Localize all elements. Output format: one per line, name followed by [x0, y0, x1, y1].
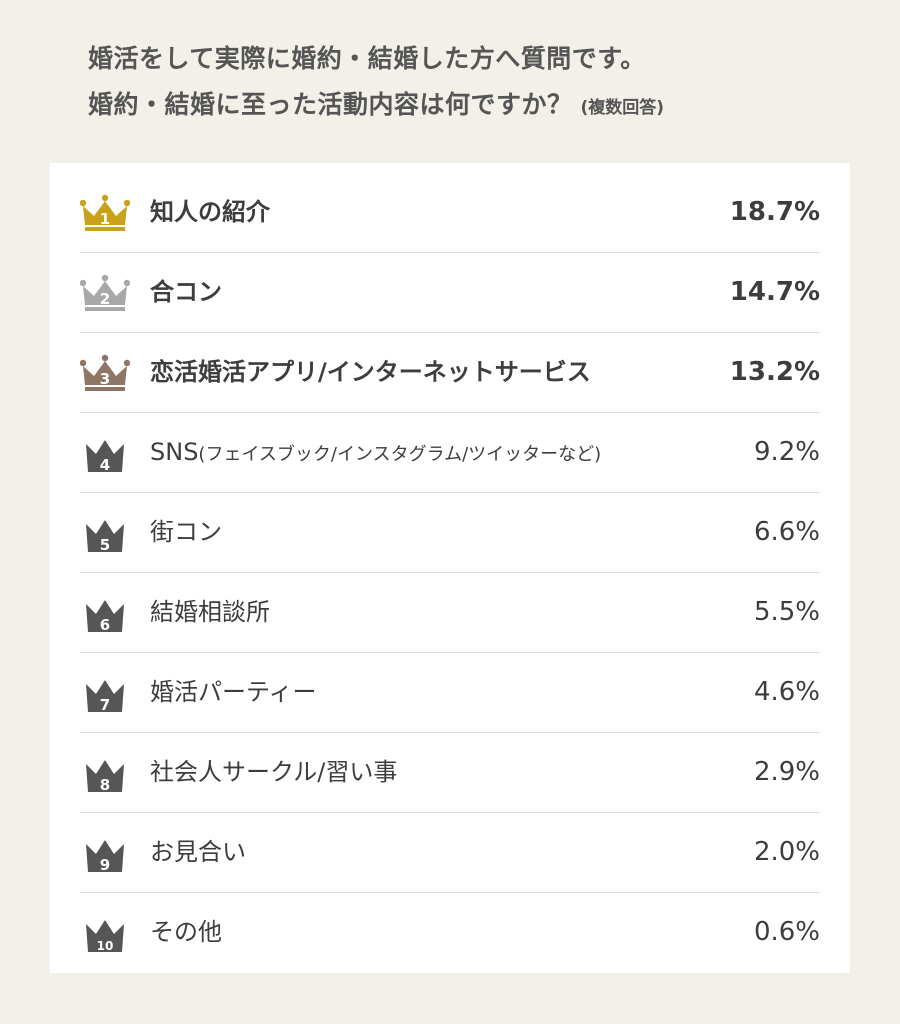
crown-icon: 10	[86, 920, 124, 953]
ranking-row: 8 社会人サークル/習い事 2.9%	[80, 733, 820, 813]
crown-icon: 9	[86, 840, 124, 874]
item-label-text: 街コン	[150, 518, 222, 546]
item-label-text: 知人の紹介	[150, 198, 270, 226]
item-label-text: 合コン	[150, 278, 222, 306]
item-value: 9.2%	[753, 437, 820, 467]
item-value: 0.6%	[753, 917, 820, 947]
title-line-2: 婚約・結婚に至った活動内容は何ですか？ (複数回答)	[88, 82, 868, 131]
rank-number: 3	[100, 370, 110, 388]
item-label-text: 恋活婚活アプリ/インターネットサービス	[150, 358, 591, 386]
ranking-card: 1 知人の紹介 18.7% 2 合コン 14.7% 3 恋活婚活アプリ/インターネットサービス…	[50, 163, 850, 973]
rank-number: 7	[100, 696, 110, 714]
item-label-text: お見合い	[150, 838, 246, 866]
rank-number: 2	[100, 290, 110, 308]
item-label: 街コン	[150, 493, 222, 572]
item-label-text: SNS	[150, 438, 199, 466]
crown-icon: 8	[86, 760, 124, 794]
ranking-row: 5 街コン 6.6%	[80, 493, 820, 573]
item-value: 13.2%	[729, 357, 820, 387]
item-label: 結婚相談所	[150, 573, 270, 652]
title-note: (複数回答)	[580, 98, 665, 118]
ranking-row: 6 結婚相談所 5.5%	[80, 573, 820, 653]
item-value: 2.9%	[753, 757, 820, 787]
ranking-row: 10 その他 0.6%	[80, 893, 820, 973]
ranking-row: 3 恋活婚活アプリ/インターネットサービス 13.2%	[80, 333, 820, 413]
ranking-list: 1 知人の紹介 18.7% 2 合コン 14.7% 3 恋活婚活アプリ/インターネットサービス…	[80, 173, 820, 973]
item-label-text: その他	[150, 918, 222, 946]
crown-icon: 6	[86, 600, 124, 634]
item-label: 合コン	[150, 253, 222, 332]
rank-number: 6	[100, 616, 110, 634]
rank-number: 10	[97, 939, 114, 953]
ranking-row: 7 婚活パーティー 4.6%	[80, 653, 820, 733]
ranking-row: 2 合コン 14.7%	[80, 253, 820, 333]
item-value: 2.0%	[753, 837, 820, 867]
crown-icon: 3	[80, 354, 130, 391]
item-label-text: 婚活パーティー	[150, 678, 317, 706]
rank-number: 8	[100, 776, 110, 794]
item-value: 5.5%	[753, 597, 820, 627]
item-value: 14.7%	[729, 277, 820, 307]
ranking-row: 9 お見合い 2.0%	[80, 813, 820, 893]
item-label: その他	[150, 893, 222, 972]
item-value: 6.6%	[753, 517, 820, 547]
chart-title: 婚活をして実際に婚約・結婚した方へ質問です。 婚約・結婚に至った活動内容は何です…	[88, 36, 868, 131]
item-label: 婚活パーティー	[150, 653, 317, 732]
item-label-text: 社会人サークル/習い事	[150, 758, 398, 786]
crown-icon: 5	[86, 520, 124, 554]
item-label-text: 結婚相談所	[150, 598, 270, 626]
ranking-row: 4 SNS(フェイスブック/インスタグラム/ツイッターなど) 9.2%	[80, 413, 820, 493]
item-label: 社会人サークル/習い事	[150, 733, 397, 812]
rank-number: 9	[100, 856, 110, 874]
item-label: 知人の紹介	[150, 173, 270, 252]
item-value: 18.7%	[729, 197, 820, 227]
rank-number: 4	[100, 456, 110, 474]
crown-icon: 1	[80, 194, 130, 231]
title-question: 婚約・結婚に至った活動内容は何ですか？	[88, 90, 573, 119]
rank-number: 1	[100, 210, 110, 228]
item-value: 4.6%	[753, 677, 820, 707]
crown-icon: 7	[86, 680, 124, 714]
crown-icon: 4	[86, 440, 124, 474]
item-label: SNS(フェイスブック/インスタグラム/ツイッターなど)	[150, 413, 601, 492]
item-label: お見合い	[150, 813, 246, 892]
crown-icon: 2	[80, 274, 130, 311]
item-label-sub: (フェイスブック/インスタグラム/ツイッターなど)	[198, 444, 602, 465]
title-line-1: 婚活をして実際に婚約・結婚した方へ質問です。	[88, 44, 646, 73]
ranking-row: 1 知人の紹介 18.7%	[80, 173, 820, 253]
item-label: 恋活婚活アプリ/インターネットサービス	[150, 333, 591, 412]
rank-number: 5	[100, 536, 110, 554]
